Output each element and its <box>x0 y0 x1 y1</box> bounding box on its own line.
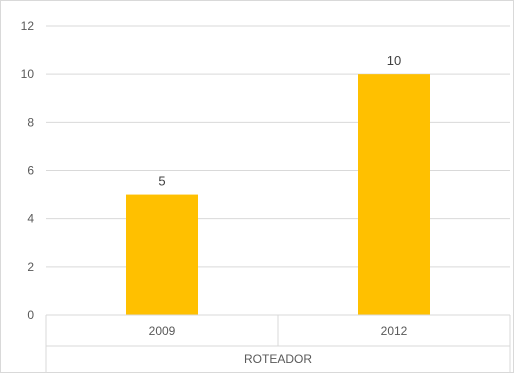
bar-2012 <box>358 74 430 316</box>
data-labels: 5 10 <box>158 53 401 188</box>
y-tick-label-12: 12 <box>21 19 35 33</box>
y-tick-label-10: 10 <box>21 67 35 81</box>
y-tick-label-0: 0 <box>27 308 34 322</box>
data-label-2012: 10 <box>387 53 401 68</box>
data-label-2009: 5 <box>158 174 165 189</box>
x-tick-label-2009: 2009 <box>149 324 176 338</box>
bars <box>126 74 430 316</box>
y-tick-label-2: 2 <box>27 260 34 274</box>
bar-2009 <box>126 194 198 315</box>
y-axis-ticks: 0 2 4 6 8 10 12 <box>21 19 35 322</box>
y-tick-label-8: 8 <box>27 115 34 129</box>
y-tick-label-4: 4 <box>27 212 34 226</box>
x-axis: 2009 2012 ROTEADOR <box>45 314 511 373</box>
x-tick-label-2012: 2012 <box>381 324 408 338</box>
x-axis-group-label: ROTEADOR <box>244 352 312 366</box>
gridlines <box>46 25 510 268</box>
y-tick-label-6: 6 <box>27 164 34 178</box>
